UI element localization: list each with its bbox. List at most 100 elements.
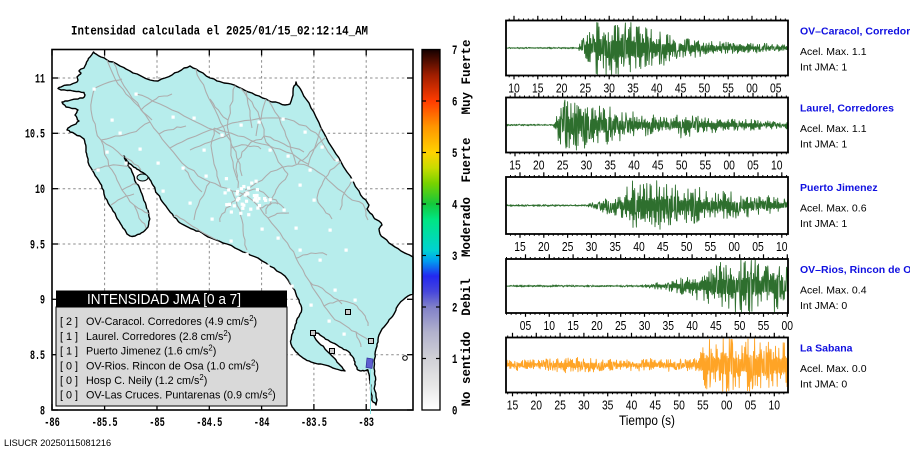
- svg-text:[ 2 ]: [ 2 ]: [60, 316, 78, 328]
- svg-text:Laurel. Corredores (2.8 cm/s2): Laurel. Corredores (2.8 cm/s2): [86, 329, 231, 343]
- svg-text:-86: -86: [44, 415, 60, 430]
- svg-text:35: 35: [602, 398, 614, 413]
- svg-text:45: 45: [652, 158, 664, 173]
- svg-text:Hosp C. Neily (1.2 cm/s2): Hosp C. Neily (1.2 cm/s2): [86, 373, 207, 387]
- svg-text:Puerto Jimenez (1.6 cm/s2): Puerto Jimenez (1.6 cm/s2): [86, 344, 216, 358]
- svg-text:25: 25: [562, 239, 574, 254]
- svg-text:40: 40: [626, 398, 638, 413]
- svg-text:9: 9: [40, 293, 45, 308]
- svg-text:1: 1: [452, 352, 458, 367]
- svg-text:8.5: 8.5: [30, 348, 45, 363]
- svg-text:Debil: Debil: [460, 278, 474, 316]
- svg-text:30: 30: [581, 158, 593, 173]
- svg-text:30: 30: [603, 81, 615, 96]
- svg-text:40: 40: [686, 318, 698, 333]
- svg-text:05: 05: [752, 239, 764, 254]
- svg-text:15: 15: [514, 239, 526, 254]
- svg-text:Tiempo (s): Tiempo (s): [619, 413, 675, 428]
- svg-text:35: 35: [609, 239, 621, 254]
- svg-text:50: 50: [734, 318, 746, 333]
- svg-text:00: 00: [728, 239, 740, 254]
- svg-text:Acel. Max. 1.1: Acel. Max. 1.1: [800, 46, 867, 58]
- svg-text:00: 00: [723, 158, 735, 173]
- svg-text:00: 00: [721, 398, 733, 413]
- svg-text:5: 5: [452, 146, 458, 161]
- svg-text:30: 30: [578, 398, 590, 413]
- svg-text:No sentido: No sentido: [460, 331, 474, 406]
- svg-text:Acel. Max. 0.6: Acel. Max. 0.6: [800, 203, 867, 215]
- svg-text:05: 05: [745, 398, 757, 413]
- svg-text:00: 00: [782, 318, 794, 333]
- svg-text:7: 7: [452, 43, 457, 58]
- svg-text:Laurel, Corredores: Laurel, Corredores: [800, 103, 894, 115]
- svg-text:Int JMA: 0: Int JMA: 0: [800, 379, 847, 391]
- svg-text:OV–Caracol, Corredores: OV–Caracol, Corredores: [800, 26, 910, 38]
- svg-text:25: 25: [580, 81, 592, 96]
- svg-text:50: 50: [673, 398, 685, 413]
- svg-text:15: 15: [567, 318, 579, 333]
- svg-text:55: 55: [700, 158, 712, 173]
- svg-text:05: 05: [520, 318, 532, 333]
- svg-text:35: 35: [604, 158, 616, 173]
- svg-text:45: 45: [657, 239, 669, 254]
- svg-text:15: 15: [532, 81, 544, 96]
- svg-text:Int JMA: 1: Int JMA: 1: [800, 139, 847, 151]
- svg-text:45: 45: [650, 398, 662, 413]
- svg-text:50: 50: [699, 81, 711, 96]
- svg-text:25: 25: [615, 318, 627, 333]
- svg-text:05: 05: [747, 158, 759, 173]
- svg-text:10: 10: [35, 182, 45, 197]
- svg-text:10: 10: [544, 318, 556, 333]
- svg-text:50: 50: [681, 239, 693, 254]
- svg-text:Int JMA: 1: Int JMA: 1: [800, 218, 847, 230]
- svg-text:10: 10: [508, 81, 520, 96]
- svg-text:Int JMA: 0: Int JMA: 0: [800, 300, 847, 312]
- svg-text:INTENSIDAD JMA [0 a 7]: INTENSIDAD JMA [0 a 7]: [87, 292, 241, 308]
- svg-text:20: 20: [531, 398, 543, 413]
- svg-text:-83: -83: [358, 415, 374, 430]
- svg-text:8: 8: [40, 403, 45, 418]
- svg-text:-84: -84: [254, 415, 270, 430]
- svg-text:40: 40: [651, 81, 663, 96]
- svg-text:40: 40: [628, 158, 640, 173]
- svg-text:10: 10: [776, 239, 788, 254]
- svg-text:25: 25: [557, 158, 569, 173]
- svg-text:Intensidad calculada el 2025/0: Intensidad calculada el 2025/01/15_02:12…: [71, 24, 368, 39]
- svg-text:50: 50: [676, 158, 688, 173]
- svg-text:15: 15: [509, 158, 521, 173]
- svg-text:00: 00: [746, 81, 758, 96]
- svg-text:30: 30: [639, 318, 651, 333]
- svg-text:[ 0 ]: [ 0 ]: [60, 375, 78, 387]
- svg-text:35: 35: [627, 81, 639, 96]
- svg-text:LISUCR 20250115081216: LISUCR 20250115081216: [4, 438, 111, 448]
- svg-text:La Sabana: La Sabana: [800, 343, 853, 355]
- svg-text:Acel. Max. 0.4: Acel. Max. 0.4: [800, 285, 867, 297]
- svg-text:0: 0: [452, 403, 458, 418]
- svg-text:20: 20: [538, 239, 550, 254]
- svg-text:Muy Fuerte: Muy Fuerte: [460, 39, 474, 114]
- svg-text:-85.5: -85.5: [92, 415, 118, 430]
- svg-text:11: 11: [35, 71, 45, 86]
- svg-text:Acel. Max. 0.0: Acel. Max. 0.0: [800, 363, 867, 375]
- svg-text:55: 55: [722, 81, 734, 96]
- svg-text:9.5: 9.5: [30, 237, 45, 252]
- svg-text:55: 55: [697, 398, 709, 413]
- svg-text:20: 20: [591, 318, 603, 333]
- svg-text:[ 1 ]: [ 1 ]: [60, 331, 78, 343]
- svg-text:Moderado: Moderado: [460, 197, 474, 257]
- svg-text:05: 05: [770, 81, 782, 96]
- svg-text:10: 10: [769, 398, 781, 413]
- svg-text:15: 15: [507, 398, 519, 413]
- svg-text:[ 0 ]: [ 0 ]: [60, 390, 78, 402]
- svg-text:Acel. Max. 1.1: Acel. Max. 1.1: [800, 123, 867, 135]
- svg-text:Int JMA: 1: Int JMA: 1: [800, 62, 847, 74]
- svg-text:4: 4: [452, 197, 458, 212]
- svg-text:OV-Caracol. Corredores (4.9 cm: OV-Caracol. Corredores (4.9 cm/s2): [86, 314, 257, 328]
- svg-text:55: 55: [705, 239, 717, 254]
- svg-text:20: 20: [533, 158, 545, 173]
- svg-text:10.5: 10.5: [25, 127, 45, 142]
- svg-text:45: 45: [710, 318, 722, 333]
- svg-text:10: 10: [771, 158, 783, 173]
- svg-text:20: 20: [556, 81, 568, 96]
- svg-text:45: 45: [675, 81, 687, 96]
